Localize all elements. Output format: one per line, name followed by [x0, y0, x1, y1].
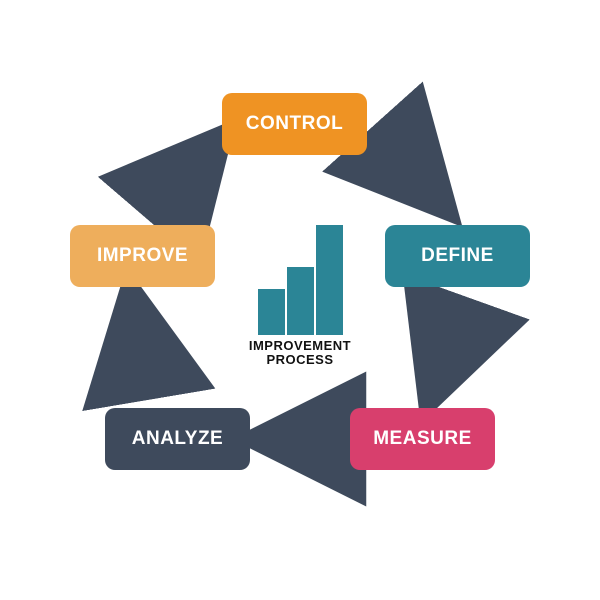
center-bar-2 — [316, 225, 343, 335]
arrow-define-to-measure — [432, 300, 465, 392]
center-title: IMPROVEMENT PROCESS — [230, 339, 370, 366]
node-control: CONTROL — [222, 93, 367, 155]
node-label: ANALYZE — [132, 428, 223, 450]
center-bar-1 — [287, 267, 314, 335]
node-analyze: ANALYZE — [105, 408, 250, 470]
node-label: MEASURE — [373, 428, 472, 450]
node-measure: MEASURE — [350, 408, 495, 470]
arrow-control-to-define — [380, 135, 440, 202]
node-improve: IMPROVE — [70, 225, 215, 287]
center-title-line2: PROCESS — [230, 353, 370, 367]
node-label: IMPROVE — [97, 245, 188, 267]
bar-chart-icon — [258, 225, 343, 335]
node-label: DEFINE — [421, 245, 494, 267]
node-define: DEFINE — [385, 225, 530, 287]
center-bar-0 — [258, 289, 285, 335]
node-label: CONTROL — [246, 113, 343, 135]
center-title-line1: IMPROVEMENT — [230, 339, 370, 353]
diagram-stage: IMPROVEMENT PROCESS CONTROL DEFINE MEASURE… — [0, 0, 600, 600]
center-block: IMPROVEMENT PROCESS — [230, 225, 370, 366]
arrow-improve-to-control — [160, 144, 215, 208]
arrow-analyze-to-improve — [132, 300, 148, 395]
